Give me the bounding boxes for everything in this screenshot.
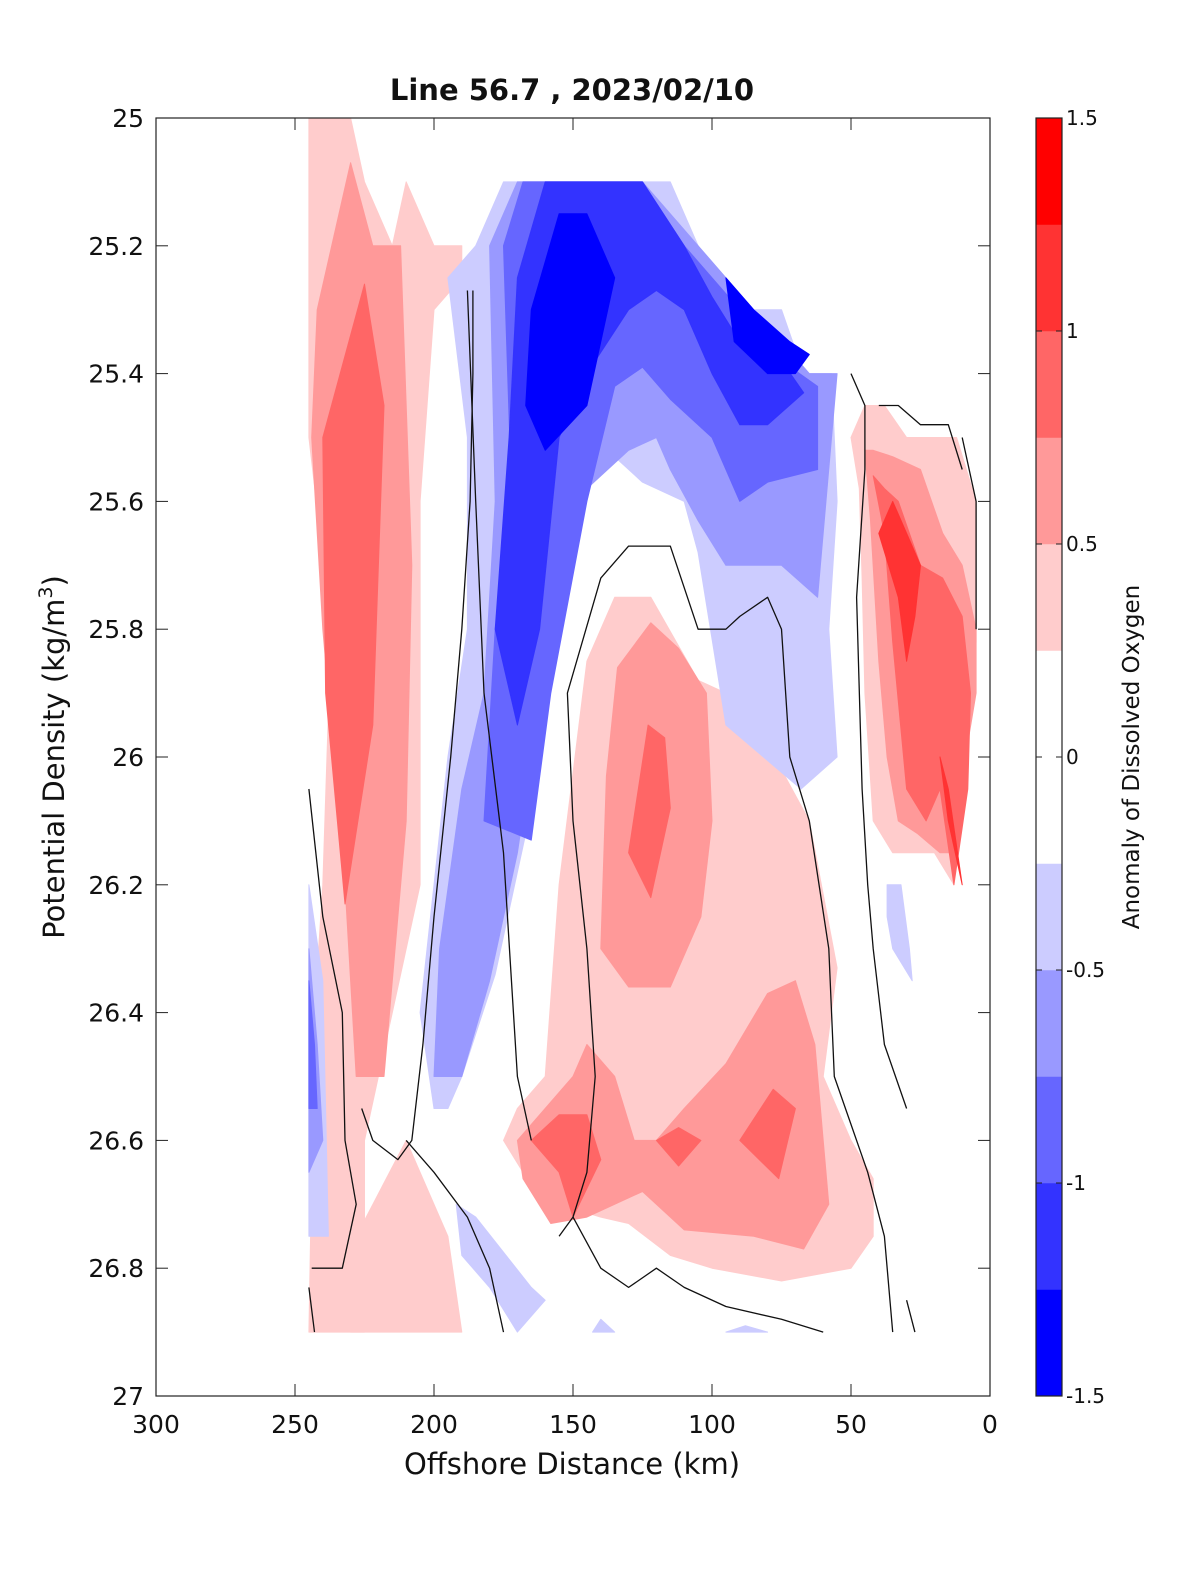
y-axis-label-main: Potential Density (kg/m [37,599,71,939]
y-tick-label: 27 [112,1382,144,1411]
x-axis-label: Offshore Distance (km) [404,1447,740,1481]
colorbar-block-8 [1035,330,1063,438]
y-axis-label: Potential Density (kg/m3) [35,575,71,939]
y-axis-label-close: ) [37,575,71,586]
x-tick-label: 100 [688,1410,736,1439]
colorbar-block-10 [1035,117,1063,225]
colorbar-tick-label: -1 [1066,1171,1086,1195]
colorbar-ticks: 1.5 1 0.5 0 -0.5 -1 -1.5 [1036,106,1105,1408]
colorbar: 1.5 1 0.5 0 -0.5 -1 -1.5 Anomaly of Dissolved … [1035,106,1145,1408]
contour-region-15 [525,213,616,451]
y-tick-label: 26.8 [88,1254,144,1283]
colorbar-block-7 [1035,437,1063,545]
contour-region-20 [308,980,318,1109]
x-tick-label: 250 [271,1410,319,1439]
contour-region-22 [886,884,913,982]
colorbar-block-0 [1035,1289,1063,1397]
zero-contour-line-0 [466,290,532,1141]
contour-region-29 [939,756,963,886]
chart-title: Line 56.7 , 2023/02/10 [390,73,754,107]
colorbar-block-9 [1035,224,1063,332]
zero-contour-line-7 [961,437,977,630]
contour-region-9 [655,1127,702,1167]
colorbar-tick-label: -0.5 [1066,958,1105,982]
contour-region-8 [530,1114,602,1218]
y-tick-label: 26.2 [88,871,144,900]
x-axis-ticks: 300 250 200 150 100 50 0 [132,118,998,1439]
contour-region-7 [516,980,830,1250]
colorbar-block-3 [1035,969,1063,1077]
zero-contour-line-5 [572,1216,824,1333]
contour-region-21 [455,1203,546,1333]
contour-lines [308,290,977,1333]
contour-region-28 [878,500,921,662]
zero-contour-line-3 [405,1139,505,1333]
zero-contour-line-8 [878,404,963,470]
contour-region-16 [725,277,810,375]
y-tick-label: 26.6 [88,1126,144,1155]
x-tick-label: 50 [835,1410,867,1439]
colorbar-block-1 [1035,1182,1063,1290]
x-tick-label: 200 [410,1410,458,1439]
colorbar-tick-label: 0.5 [1066,532,1098,556]
x-tick-label: 300 [132,1410,180,1439]
contour-region-6 [628,724,671,899]
y-tick-label: 26 [112,743,144,772]
plot-area: 300 250 200 150 100 50 0 2525.225.425.625.8262… [88,104,998,1439]
colorbar-tick-label: -1.5 [1066,1384,1105,1408]
contour-region-10 [739,1088,796,1180]
colorbar-block-4 [1035,863,1063,971]
y-tick-label: 25.2 [88,232,144,261]
y-tick-label: 26.4 [88,999,144,1028]
zero-contour-line-9 [905,1300,916,1333]
contour-region-24 [725,1325,769,1333]
zero-contour-line-10 [308,1287,316,1333]
zero-contour-line-1 [308,788,357,1269]
contour-region-2 [322,283,385,905]
colorbar-block-6 [1035,543,1063,651]
colorbar-tick-label: 1 [1066,319,1079,343]
contour-region-17 [553,245,563,260]
y-axis-label-superscript: 3 [35,586,57,598]
y-axis-ticks: 25 25.2 25.4 25.6 25.8 26 26.2 26.4 26.6 26.8 27 [88,104,990,1411]
y-tick-label: 25.4 [88,360,144,389]
colorbar-block-2 [1035,1076,1063,1184]
filled-contours [308,117,977,1333]
zero-contour-line-2 [361,290,474,1161]
y-tick-label: 25 [112,104,144,133]
colorbar-tick-label: 1.5 [1066,106,1098,130]
colorbar-label: Anomaly of Dissolved Oxygen [1119,585,1145,930]
colorbar-tick-label: 0 [1066,745,1079,769]
zero-contour-line-6 [850,373,908,1109]
x-tick-label: 0 [982,1410,998,1439]
x-tick-label: 150 [549,1410,597,1439]
y-tick-label: 25.8 [88,615,144,644]
y-tick-label: 25.6 [88,487,144,516]
contour-region-23 [592,1318,616,1333]
zero-contour-line-4 [558,545,894,1333]
contour-region-3 [350,1139,463,1333]
